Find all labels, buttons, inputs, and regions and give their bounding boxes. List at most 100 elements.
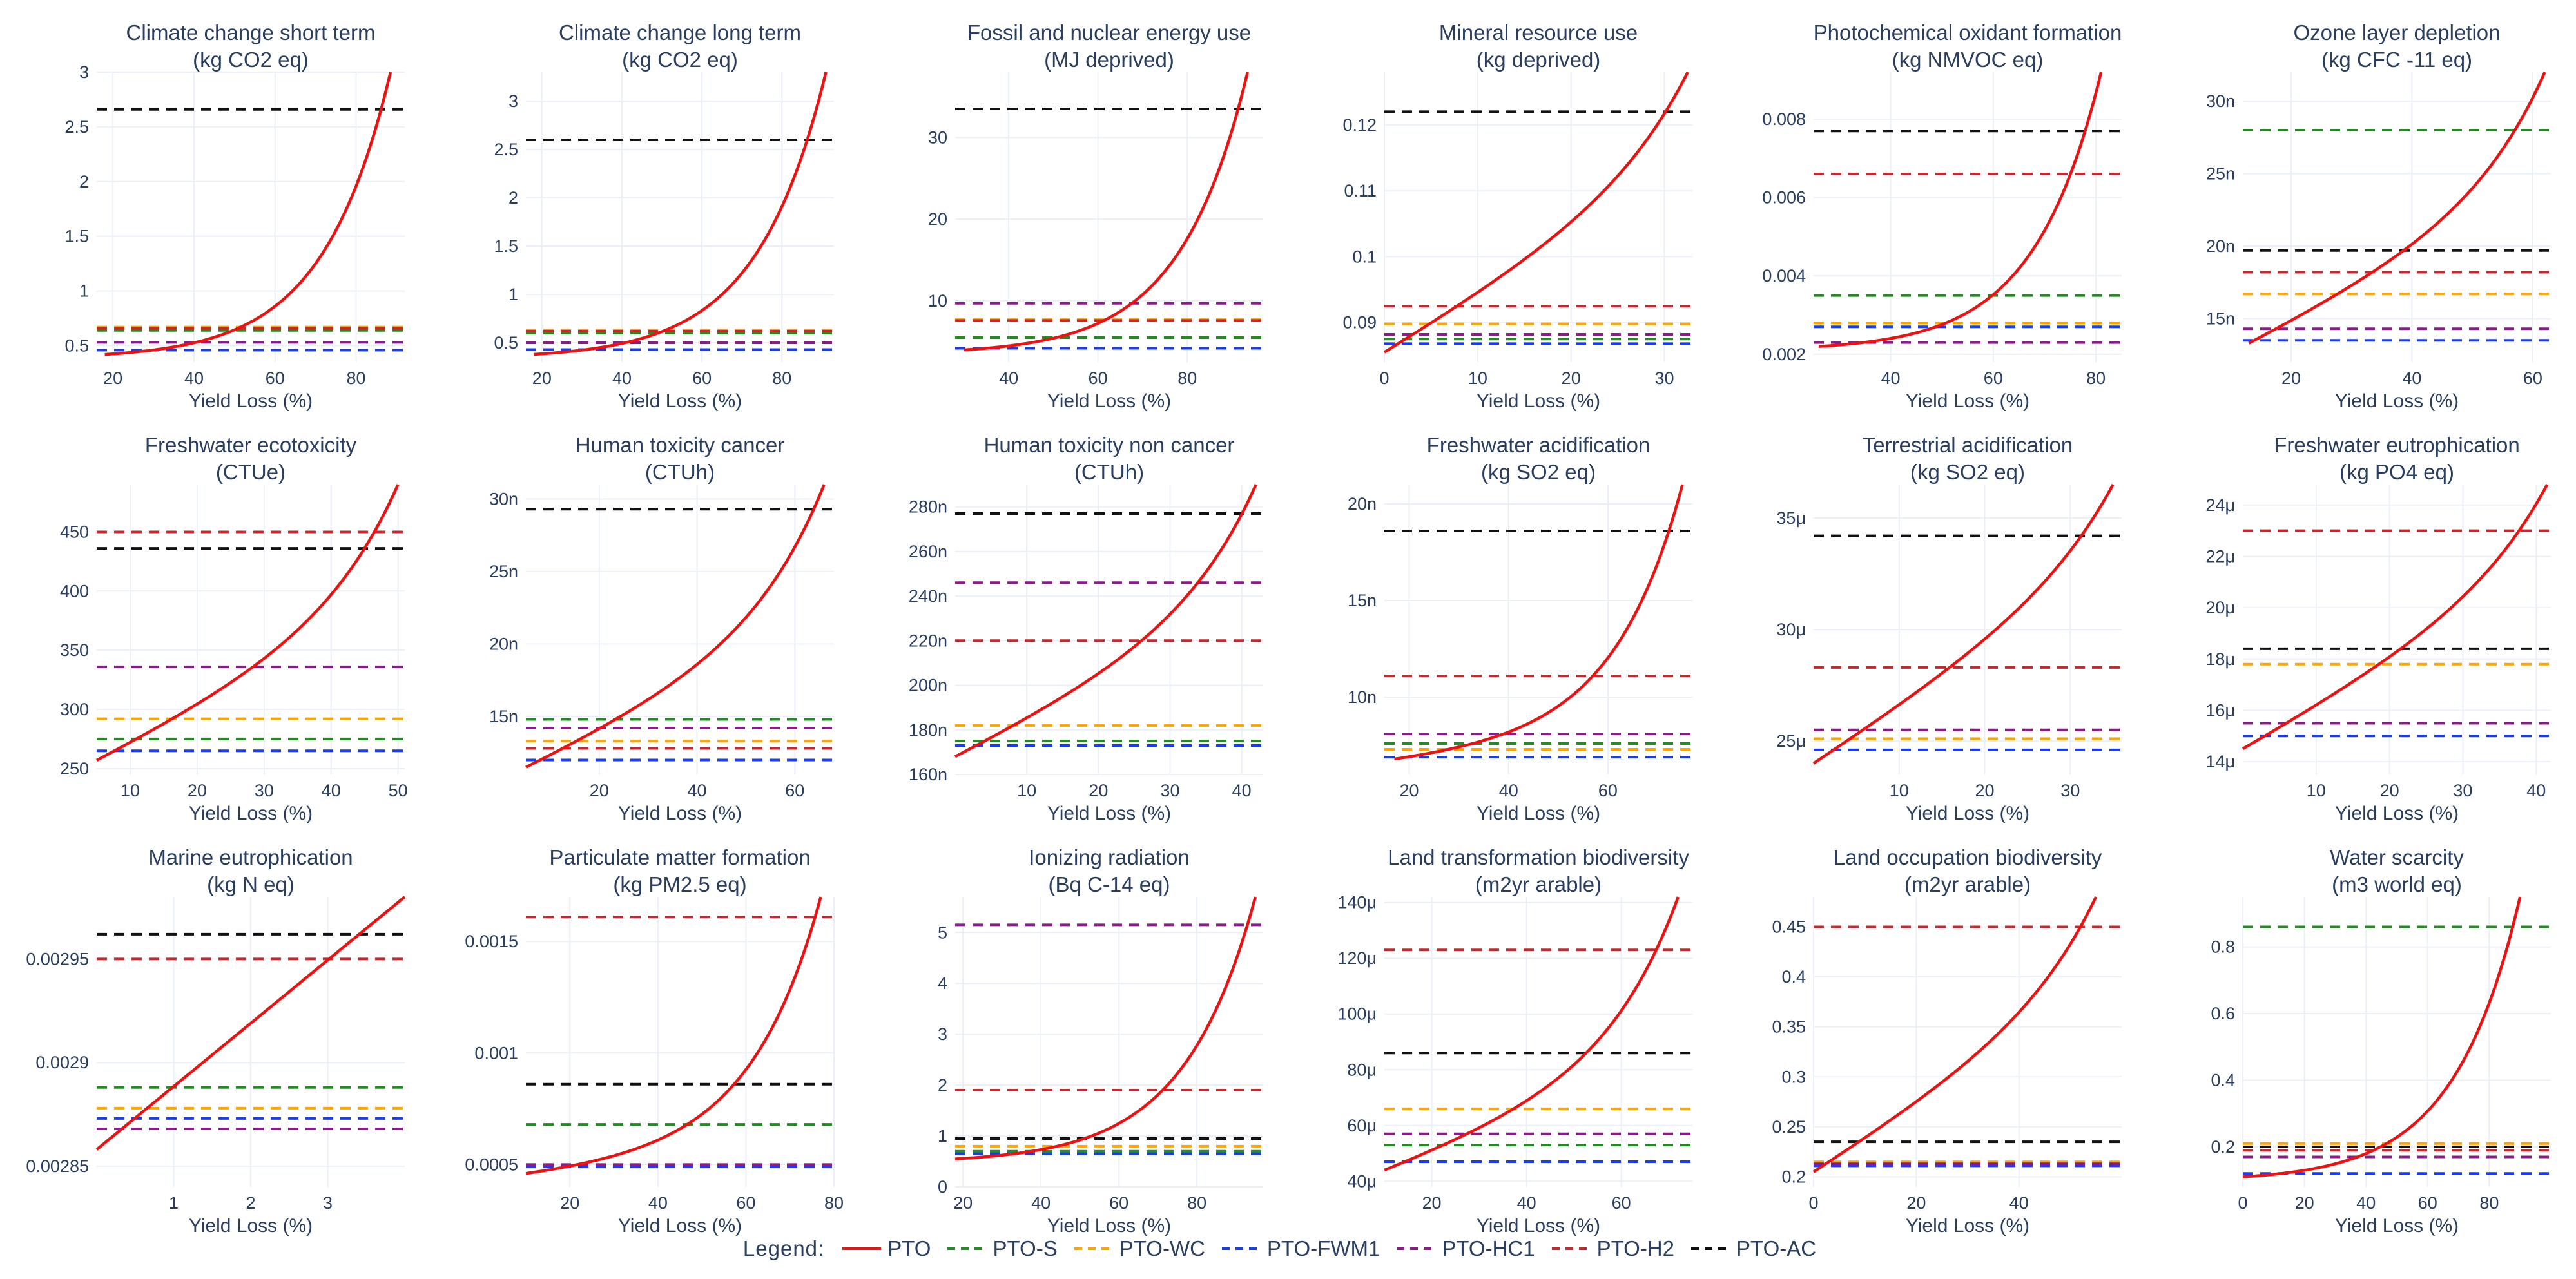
x-tick-label: 60 — [1598, 781, 1618, 800]
y-tick-label: 20n — [489, 635, 518, 654]
x-tick-label: 40 — [688, 781, 707, 800]
legend-item-pto-ac[interactable]: PTO-AC — [1691, 1236, 1816, 1261]
pto-curve — [1394, 484, 1684, 761]
legend-item-pto-wc[interactable]: PTO-WC — [1074, 1236, 1205, 1261]
y-tick-label: 0.2 — [2211, 1137, 2235, 1157]
x-tick-label: 20 — [188, 781, 207, 800]
chart-unit: (kg CFC -11 eq) — [2321, 48, 2472, 72]
y-tick-label: 30 — [928, 128, 947, 147]
y-tick-label: 0.002 — [1762, 345, 1806, 364]
x-axis-label: Yield Loss (%) — [189, 1215, 313, 1236]
legend: Legend: PTO PTO-S PTO-WC PTO-FWM1 PTO-HC1 PTO… — [0, 1229, 2576, 1268]
legend-label: PTO — [887, 1236, 931, 1260]
pto-curve — [525, 896, 822, 1175]
x-tick-label: 20 — [532, 369, 552, 388]
x-tick-label: 80 — [772, 369, 791, 388]
legend-item-pto-h2[interactable]: PTO-H2 — [1551, 1236, 1674, 1261]
chart-panel: Freshwater ecotoxicity (CTUe) 10 20 30 40 50 25… — [60, 433, 408, 824]
chart-title: Land occupation biodiversity — [1834, 845, 2102, 869]
x-tick-label: 60 — [1984, 369, 2003, 388]
x-axis-label: Yield Loss (%) — [1477, 390, 1600, 412]
legend-items: PTO PTO-S PTO-WC PTO-FWM1 PTO-HC1 PTO-H2 PTO-A… — [842, 1236, 1833, 1261]
legend-swatch — [1221, 1247, 1261, 1250]
pto-curve — [104, 72, 392, 356]
x-tick-label: 40 — [612, 369, 632, 388]
x-axis-label: Yield Loss (%) — [2335, 803, 2459, 824]
x-axis-label: Yield Loss (%) — [1047, 390, 1171, 412]
x-axis-label: Yield Loss (%) — [1477, 803, 1600, 824]
legend-swatch — [1551, 1247, 1591, 1250]
x-tick-label: 40 — [1881, 369, 1900, 388]
legend-label: PTO-WC — [1119, 1236, 1205, 1260]
y-tick-label: 35μ — [1776, 508, 1806, 528]
y-tick-label: 0.1 — [1352, 247, 1377, 266]
x-tick-label: 30 — [2060, 781, 2080, 800]
x-tick-label: 20 — [1975, 781, 1995, 800]
y-tick-label: 10n — [1348, 688, 1377, 707]
legend-title: Legend: — [742, 1236, 825, 1260]
x-tick-label: 40 — [1232, 781, 1252, 800]
x-tick-label: 10 — [1468, 369, 1487, 388]
chart-title: Freshwater ecotoxicity — [145, 433, 357, 457]
chart-panel: Land occupation biodiversity (m2yr arable… — [1772, 845, 2122, 1236]
y-tick-label: 15n — [489, 707, 518, 726]
pto-curve — [525, 484, 826, 769]
y-tick-label: 0 — [938, 1177, 947, 1197]
y-tick-label: 0.8 — [2211, 938, 2235, 957]
x-tick-label: 60 — [1612, 1193, 1631, 1213]
y-tick-label: 1.5 — [494, 236, 518, 256]
x-tick-label: 0 — [1808, 1193, 1818, 1213]
legend-item-pto-hc1[interactable]: PTO-HC1 — [1397, 1236, 1535, 1261]
chart-title: Photochemical oxidant formation — [1814, 21, 2122, 44]
x-axis-label: Yield Loss (%) — [618, 390, 742, 412]
chart-title: Climate change long term — [559, 21, 801, 44]
legend-item-pto[interactable]: PTO — [842, 1236, 931, 1261]
y-tick-label: 1 — [79, 282, 89, 301]
chart-panel: Land transformation biodiversity (m2yr ar… — [1337, 845, 1692, 1236]
x-axis-label: Yield Loss (%) — [1047, 803, 1171, 824]
x-tick-label: 40 — [2402, 369, 2421, 388]
x-axis-label: Yield Loss (%) — [618, 1215, 742, 1236]
chart-panel: Climate change long term (kg CO2 eq) 20 40 6… — [494, 21, 834, 412]
x-tick-label: 20 — [103, 369, 122, 388]
y-tick-label: 400 — [60, 581, 89, 601]
y-tick-label: 0.006 — [1762, 188, 1806, 207]
x-tick-label: 40 — [648, 1193, 668, 1213]
x-axis-label: Yield Loss (%) — [1047, 1215, 1171, 1236]
legend-item-pto-fwm1[interactable]: PTO-FWM1 — [1221, 1236, 1380, 1261]
chart-unit: (kg SO2 eq) — [1481, 460, 1596, 484]
chart-title: Fossil and nuclear energy use — [967, 21, 1251, 44]
y-tick-label: 18μ — [2205, 649, 2235, 669]
legend-item-pto-s[interactable]: PTO-S — [947, 1236, 1058, 1261]
y-tick-label: 20n — [2206, 236, 2235, 256]
chart-panel: Fossil and nuclear energy use (MJ deprive… — [928, 21, 1263, 412]
legend-label: PTO-H2 — [1596, 1236, 1674, 1260]
y-tick-label: 0.35 — [1772, 1017, 1806, 1037]
y-tick-label: 280n — [909, 497, 947, 517]
y-tick-label: 220n — [909, 631, 947, 650]
y-tick-label: 5 — [938, 923, 947, 942]
x-tick-label: 30 — [2453, 781, 2472, 800]
y-tick-label: 80μ — [1347, 1060, 1377, 1079]
y-tick-label: 20μ — [2205, 598, 2235, 617]
x-tick-label: 10 — [1890, 781, 1909, 800]
chart-title: Human toxicity non cancer — [984, 433, 1235, 457]
y-tick-label: 40μ — [1347, 1171, 1377, 1191]
y-tick-label: 0.008 — [1762, 110, 1806, 129]
x-tick-label: 80 — [347, 369, 366, 388]
y-tick-label: 14μ — [2205, 752, 2235, 771]
y-tick-label: 2.5 — [494, 140, 518, 159]
y-tick-label: 0.00285 — [26, 1157, 89, 1176]
x-axis-label: Yield Loss (%) — [2335, 390, 2459, 412]
x-tick-label: 80 — [2479, 1193, 2499, 1213]
y-tick-label: 2 — [938, 1075, 947, 1095]
y-tick-label: 60μ — [1347, 1116, 1377, 1135]
chart-panel: Climate change short term (kg CO2 eq) 20 40… — [64, 21, 405, 412]
chart-unit: (kg CO2 eq) — [622, 48, 738, 72]
chart-title: Terrestrial acidification — [1863, 433, 2073, 457]
chart-panel: Human toxicity cancer (CTUh) 20 40 60 15n 20n 2… — [489, 433, 834, 824]
chart-unit: (MJ deprived) — [1044, 48, 1174, 72]
pto-curve — [95, 896, 406, 1151]
pto-curve — [954, 484, 1257, 758]
x-tick-label: 20 — [2281, 369, 2301, 388]
